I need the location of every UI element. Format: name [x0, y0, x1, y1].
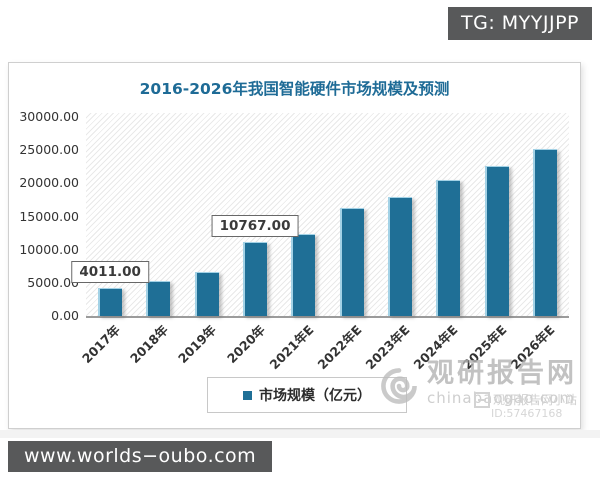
- watermark-domain: chinabaogao.com: [427, 389, 575, 407]
- station-grid-icon: [473, 391, 490, 408]
- bar-column: 2024年E: [411, 113, 472, 372]
- station-name: 观研报告网小站: [492, 393, 577, 407]
- data-label: 10767.00: [211, 215, 299, 237]
- bar: [98, 288, 123, 316]
- bar-column: 2023年E: [363, 113, 424, 372]
- watermark-site-name: 观研报告网: [427, 357, 577, 389]
- x-axis-label: 2023年E: [362, 322, 413, 373]
- x-axis-label: 2019年: [175, 322, 220, 367]
- watermark-text: 观研报告网 chinabaogao.com 观研报告网小站 ID:5746716…: [427, 357, 577, 422]
- x-axis-label: 2018年: [127, 322, 172, 367]
- bar: [339, 208, 364, 316]
- legend: 市场规模（亿元）: [207, 377, 407, 413]
- bar-column: 2020年 10767.00: [211, 113, 299, 366]
- x-axis-label: 2020年: [223, 322, 268, 367]
- data-label: 4011.00: [71, 261, 149, 283]
- bar-column: 2019年: [175, 113, 231, 366]
- site-url-badge: www.worlds−oubo.com: [8, 441, 273, 472]
- bar: [387, 197, 412, 316]
- plot-area: 2017年 4011.00 2018年 2019年 2020年 10767.00 2021年…: [71, 113, 569, 372]
- bar: [532, 149, 557, 316]
- y-axis-tick-label: 5000.00: [27, 274, 79, 290]
- y-axis-tick-label: 10000.00: [19, 241, 79, 257]
- y-axis-tick-label: 30000.00: [19, 109, 79, 124]
- bar-column: 2022年E: [314, 113, 376, 372]
- x-axis-label: 2024年E: [410, 322, 461, 373]
- y-axis-tick-label: 15000.00: [19, 208, 79, 224]
- bar-column: 2021年E: [266, 113, 327, 372]
- bar: [146, 281, 171, 316]
- y-axis-tick-label: 20000.00: [19, 175, 79, 191]
- page-divider: [0, 430, 600, 438]
- bar: [194, 272, 219, 316]
- x-axis-label: 2022年E: [314, 322, 365, 373]
- watermark-station: 观研报告网小站 ID:57467168: [473, 389, 577, 420]
- bar-column: 2017年 4011.00: [71, 113, 149, 366]
- x-axis-label: 2025年E: [459, 322, 510, 373]
- x-axis-label: 2021年E: [265, 322, 317, 373]
- watermark-row: chinabaogao.com 观研报告网小站 ID:57467168: [427, 388, 577, 422]
- chart-card: 2016-2026年我国智能硬件市场规模及预测 30000.00 25000.00…: [8, 62, 581, 429]
- watermark: 观研报告网 chinabaogao.com 观研报告网小站 ID:5746716…: [377, 357, 577, 422]
- legend-label: 市场规模（亿元）: [259, 388, 371, 404]
- bar: [436, 180, 461, 316]
- bar-column: 2025年E: [459, 113, 520, 372]
- chart-title: 2016-2026年我国智能硬件市场规模及预测: [139, 80, 450, 98]
- legend-marker-square: [243, 390, 252, 400]
- bar: [243, 242, 268, 316]
- bar: [484, 166, 509, 316]
- bar: [291, 234, 316, 316]
- x-axis-label: 2026年E: [507, 322, 558, 373]
- station-id: ID:57467168: [490, 407, 563, 420]
- bar-column: 2018年: [127, 113, 182, 366]
- x-axis-label: 2017年: [78, 322, 123, 367]
- y-axis-tick-label: 25000.00: [19, 142, 79, 158]
- y-axis-tick-label: 0.00: [51, 308, 79, 323]
- tg-badge: TG: MYYJJPP: [448, 7, 592, 40]
- bar-column: 2026年E: [507, 113, 569, 372]
